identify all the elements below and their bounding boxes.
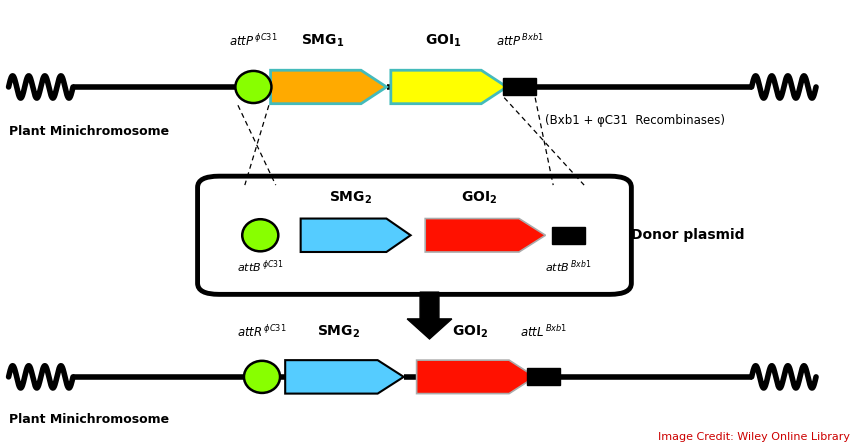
Ellipse shape xyxy=(244,361,280,393)
FancyArrow shape xyxy=(407,292,452,339)
Text: $\mathbf{SMG_2}$: $\mathbf{SMG_2}$ xyxy=(317,323,360,340)
Bar xyxy=(527,368,560,385)
Polygon shape xyxy=(301,219,411,252)
Text: Plant Minichromosome: Plant Minichromosome xyxy=(9,413,168,426)
Text: $\mathit{att}P^{\,\phi C31}$: $\mathit{att}P^{\,\phi C31}$ xyxy=(229,33,277,49)
Text: (Bxb1 + φC31  Recombinases): (Bxb1 + φC31 Recombinases) xyxy=(545,114,726,127)
Text: $\mathit{att}B^{\,\phi C31}$: $\mathit{att}B^{\,\phi C31}$ xyxy=(237,259,283,275)
Ellipse shape xyxy=(235,71,271,103)
Polygon shape xyxy=(391,70,507,104)
Text: $\mathit{att}L^{\,Bxb1}$: $\mathit{att}L^{\,Bxb1}$ xyxy=(520,324,568,340)
Text: $\mathbf{GOI_2}$: $\mathbf{GOI_2}$ xyxy=(452,323,488,340)
Bar xyxy=(552,227,585,244)
Text: $\mathit{att}B^{\,Bxb1}$: $\mathit{att}B^{\,Bxb1}$ xyxy=(545,259,592,275)
Text: $\mathbf{SMG_1}$: $\mathbf{SMG_1}$ xyxy=(301,33,344,49)
Text: $\mathbf{GOI_1}$: $\mathbf{GOI_1}$ xyxy=(424,33,461,49)
Text: $\mathbf{GOI_2}$: $\mathbf{GOI_2}$ xyxy=(461,190,497,206)
Text: Image Credit: Wiley Online Library: Image Credit: Wiley Online Library xyxy=(658,432,850,442)
Polygon shape xyxy=(417,360,535,394)
Text: $\mathbf{SMG_2}$: $\mathbf{SMG_2}$ xyxy=(328,190,372,206)
Polygon shape xyxy=(285,360,404,394)
Polygon shape xyxy=(425,219,545,252)
FancyBboxPatch shape xyxy=(198,176,631,294)
Ellipse shape xyxy=(242,219,278,252)
Text: $\mathit{att}R^{\,\phi C31}$: $\mathit{att}R^{\,\phi C31}$ xyxy=(237,323,287,340)
Text: Donor plasmid: Donor plasmid xyxy=(631,228,745,242)
Polygon shape xyxy=(271,70,387,104)
Text: $\mathit{att}P^{\,Bxb1}$: $\mathit{att}P^{\,Bxb1}$ xyxy=(496,33,544,49)
Text: Plant Minichromosome: Plant Minichromosome xyxy=(9,125,168,138)
Bar xyxy=(503,78,536,95)
